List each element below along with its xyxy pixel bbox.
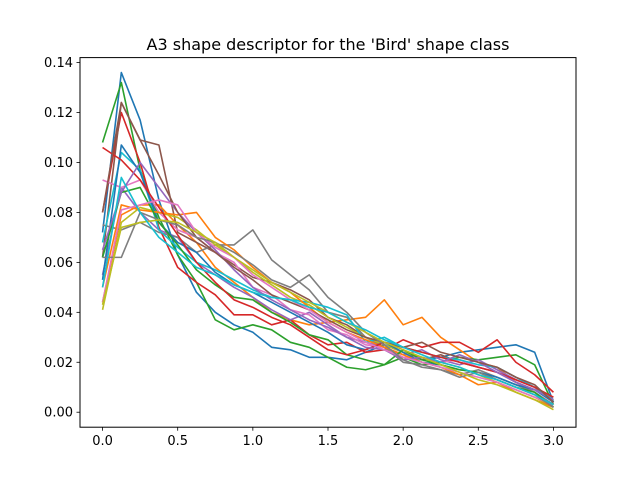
y-tick-label: 0.12 — [44, 106, 73, 121]
y-tick-label: 0.04 — [44, 306, 73, 321]
y-axis: 0.00 0.02 0.04 0.06 0.08 0.10 0.12 0.14 — [44, 56, 80, 421]
x-tick-label: 2.0 — [393, 434, 414, 449]
y-tick-label: 0.06 — [44, 256, 73, 271]
x-tick-label: 1.0 — [243, 434, 264, 449]
plot-area-frame — [79, 57, 577, 428]
y-tick-label: 0.08 — [44, 206, 73, 221]
series-line-16 — [101, 101, 554, 403]
y-tick-label: 0.02 — [44, 356, 73, 371]
series-line-18 — [102, 211, 554, 408]
series-line-17 — [101, 199, 554, 406]
x-tick-label: 0.5 — [167, 434, 188, 449]
series-layer — [101, 71, 555, 411]
x-tick-label: 2.5 — [468, 434, 489, 449]
series-line-14 — [102, 146, 554, 398]
chart-title: A3 shape descriptor for the 'Bird' shape… — [147, 35, 510, 54]
series-line-4 — [101, 111, 554, 393]
y-tick-label: 0.10 — [44, 156, 73, 171]
x-axis: 0.0 0.5 1.0 1.5 2.0 2.5 3.0 — [92, 427, 564, 449]
x-tick-label: 3.0 — [543, 434, 564, 449]
y-tick-label: 0.00 — [44, 406, 73, 421]
series-line-10 — [101, 151, 554, 401]
series-line-20 — [101, 176, 554, 406]
y-tick-label: 0.14 — [44, 56, 73, 71]
x-tick-label: 0.0 — [92, 434, 113, 449]
x-tick-label: 1.5 — [318, 434, 339, 449]
